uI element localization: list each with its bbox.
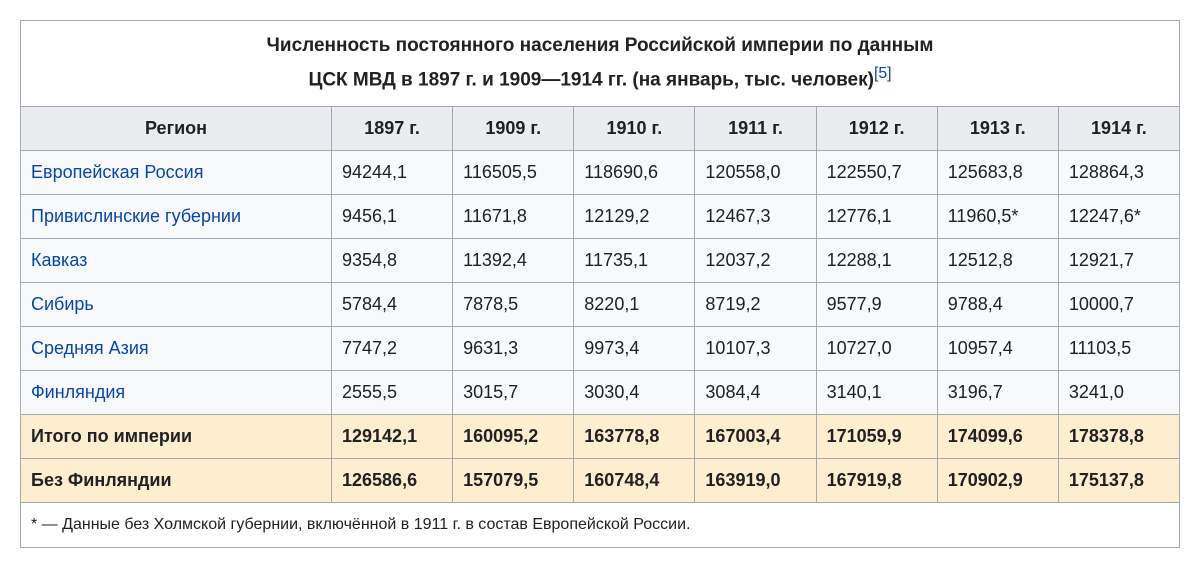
- value-cell: 157079,5: [453, 459, 574, 503]
- value-cell: 94244,1: [332, 151, 453, 195]
- value-cell: 12288,1: [816, 239, 937, 283]
- caption-line-1: Численность постоянного населения Россий…: [267, 35, 934, 56]
- value-cell: 178378,8: [1058, 415, 1179, 459]
- value-cell: 120558,0: [695, 151, 816, 195]
- value-cell: 12467,3: [695, 195, 816, 239]
- value-cell: 5784,4: [332, 283, 453, 327]
- value-cell: 160748,4: [574, 459, 695, 503]
- value-cell: 3241,0: [1058, 371, 1179, 415]
- value-cell: 175137,8: [1058, 459, 1179, 503]
- region-link[interactable]: Средняя Азия: [31, 338, 149, 358]
- region-link[interactable]: Привислинские губернии: [31, 206, 241, 226]
- region-cell: Сибирь: [21, 283, 332, 327]
- value-cell: 12776,1: [816, 195, 937, 239]
- value-cell: 3084,4: [695, 371, 816, 415]
- region-cell: Средняя Азия: [21, 327, 332, 371]
- table-row: Европейская Россия 94244,1116505,5118690,…: [21, 151, 1180, 195]
- col-header: 1909 г.: [453, 107, 574, 151]
- region-link[interactable]: Европейская Россия: [31, 162, 203, 182]
- value-cell: 9631,3: [453, 327, 574, 371]
- value-cell: 9788,4: [937, 283, 1058, 327]
- value-cell: 129142,1: [332, 415, 453, 459]
- value-cell: 160095,2: [453, 415, 574, 459]
- table-caption: Численность постоянного населения Россий…: [20, 20, 1180, 106]
- value-cell: 128864,3: [1058, 151, 1179, 195]
- value-cell: 167919,8: [816, 459, 937, 503]
- region-link[interactable]: Сибирь: [31, 294, 94, 314]
- col-header: 1897 г.: [332, 107, 453, 151]
- citation-link[interactable]: [5]: [874, 65, 892, 82]
- region-cell: Европейская Россия: [21, 151, 332, 195]
- region-cell: Итого по империи: [21, 415, 332, 459]
- value-cell: 9354,8: [332, 239, 453, 283]
- value-cell: 2555,5: [332, 371, 453, 415]
- value-cell: 12037,2: [695, 239, 816, 283]
- region-cell: Без Финляндии: [21, 459, 332, 503]
- value-cell: 3140,1: [816, 371, 937, 415]
- col-header: 1911 г.: [695, 107, 816, 151]
- value-cell: 174099,6: [937, 415, 1058, 459]
- value-cell: 171059,9: [816, 415, 937, 459]
- footnote-cell: * — Данные без Холмской губернии, включё…: [21, 503, 1180, 548]
- table-row: Средняя Азия 7747,29631,39973,410107,3107…: [21, 327, 1180, 371]
- value-cell: 7878,5: [453, 283, 574, 327]
- col-header: Регион: [21, 107, 332, 151]
- col-header: 1914 г.: [1058, 107, 1179, 151]
- footnote-row: * — Данные без Холмской губернии, включё…: [21, 503, 1180, 548]
- value-cell: 126586,6: [332, 459, 453, 503]
- col-header: 1912 г.: [816, 107, 937, 151]
- value-cell: 11735,1: [574, 239, 695, 283]
- value-cell: 11960,5*: [937, 195, 1058, 239]
- value-cell: 3196,7: [937, 371, 1058, 415]
- value-cell: 122550,7: [816, 151, 937, 195]
- table-row: Финляндия2555,53015,73030,43084,43140,13…: [21, 371, 1180, 415]
- value-cell: 10000,7: [1058, 283, 1179, 327]
- table-row: Кавказ 9354,811392,411735,112037,212288,1…: [21, 239, 1180, 283]
- population-table: Численность постоянного населения Россий…: [20, 20, 1180, 548]
- value-cell: 167003,4: [695, 415, 816, 459]
- value-cell: 10107,3: [695, 327, 816, 371]
- region-link[interactable]: Финляндия: [31, 382, 125, 402]
- value-cell: 163919,0: [695, 459, 816, 503]
- value-cell: 125683,8: [937, 151, 1058, 195]
- value-cell: 11392,4: [453, 239, 574, 283]
- header-row: Регион 1897 г. 1909 г. 1910 г. 1911 г. 1…: [21, 107, 1180, 151]
- region-cell: Привислинские губернии: [21, 195, 332, 239]
- value-cell: 12247,6*: [1058, 195, 1179, 239]
- citation-ref[interactable]: [5]: [874, 65, 892, 82]
- value-cell: 163778,8: [574, 415, 695, 459]
- value-cell: 9577,9: [816, 283, 937, 327]
- value-cell: 11671,8: [453, 195, 574, 239]
- value-cell: 12129,2: [574, 195, 695, 239]
- value-cell: 118690,6: [574, 151, 695, 195]
- col-header: 1910 г.: [574, 107, 695, 151]
- value-cell: 3015,7: [453, 371, 574, 415]
- region-cell: Финляндия: [21, 371, 332, 415]
- value-cell: 8719,2: [695, 283, 816, 327]
- value-cell: 10957,4: [937, 327, 1058, 371]
- value-cell: 3030,4: [574, 371, 695, 415]
- total-row: Без Финляндии126586,6157079,5160748,4163…: [21, 459, 1180, 503]
- value-cell: 8220,1: [574, 283, 695, 327]
- value-cell: 10727,0: [816, 327, 937, 371]
- table-row: Сибирь 5784,47878,58220,18719,29577,99788…: [21, 283, 1180, 327]
- col-header: 1913 г.: [937, 107, 1058, 151]
- table-row: Привислинские губернии 9456,111671,812129…: [21, 195, 1180, 239]
- value-cell: 12512,8: [937, 239, 1058, 283]
- value-cell: 9973,4: [574, 327, 695, 371]
- value-cell: 116505,5: [453, 151, 574, 195]
- region-link[interactable]: Кавказ: [31, 250, 87, 270]
- value-cell: 12921,7: [1058, 239, 1179, 283]
- caption-line-2: ЦСК МВД в 1897 г. и 1909—1914 гг. (на ян…: [308, 70, 873, 91]
- value-cell: 7747,2: [332, 327, 453, 371]
- region-cell: Кавказ: [21, 239, 332, 283]
- value-cell: 11103,5: [1058, 327, 1179, 371]
- value-cell: 9456,1: [332, 195, 453, 239]
- total-row: Итого по империи129142,1160095,2163778,8…: [21, 415, 1180, 459]
- value-cell: 170902,9: [937, 459, 1058, 503]
